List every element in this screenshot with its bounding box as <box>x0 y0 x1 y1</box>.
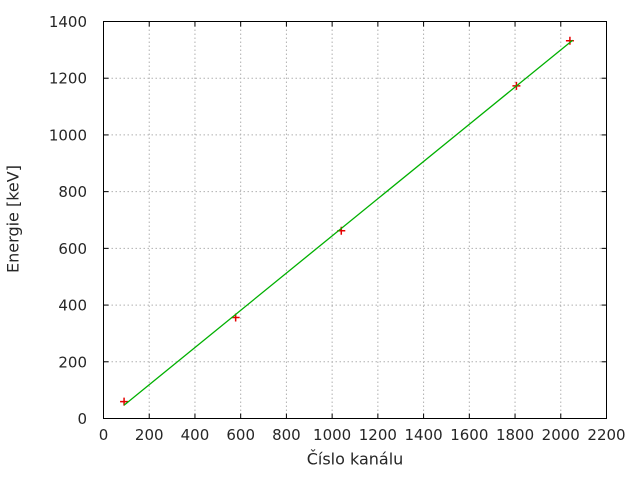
plot-border <box>103 21 607 419</box>
y-tick-label: 1200 <box>49 70 87 88</box>
x-tick-label: 1000 <box>313 426 351 444</box>
y-tick-label: 600 <box>58 240 87 258</box>
x-tick-label: 200 <box>135 426 164 444</box>
y-tick-label: 1400 <box>49 13 87 31</box>
grid-lines <box>103 21 607 419</box>
x-tick-label: 1600 <box>450 426 488 444</box>
y-tick-label: 800 <box>58 183 87 201</box>
x-tick-label: 1800 <box>496 426 534 444</box>
y-tick-label: 1000 <box>49 126 87 144</box>
x-tick-label: 2000 <box>542 426 580 444</box>
tick-labels: 0 200 400 600 800 1000 1200 1400 1600 1800 2000 220… <box>49 13 626 444</box>
x-tick-label: 800 <box>272 426 301 444</box>
x-tick-label: 1400 <box>404 426 442 444</box>
linear-fit-line <box>123 39 574 406</box>
x-axis-title: Číslo kanálu <box>306 449 404 469</box>
x-tick-label: 2200 <box>587 426 625 444</box>
y-tick-label: 400 <box>58 297 87 315</box>
tick-marks <box>103 21 607 419</box>
data-point-marker <box>120 397 129 406</box>
calibration-points <box>120 36 574 406</box>
y-axis-title: Energie [keV] <box>3 165 23 273</box>
y-tick-label: 200 <box>58 353 87 371</box>
x-tick-label: 1200 <box>359 426 397 444</box>
x-tick-label: 600 <box>226 426 255 444</box>
y-tick-label: 0 <box>77 410 87 428</box>
x-tick-label: 400 <box>181 426 210 444</box>
x-tick-label: 0 <box>99 426 109 444</box>
